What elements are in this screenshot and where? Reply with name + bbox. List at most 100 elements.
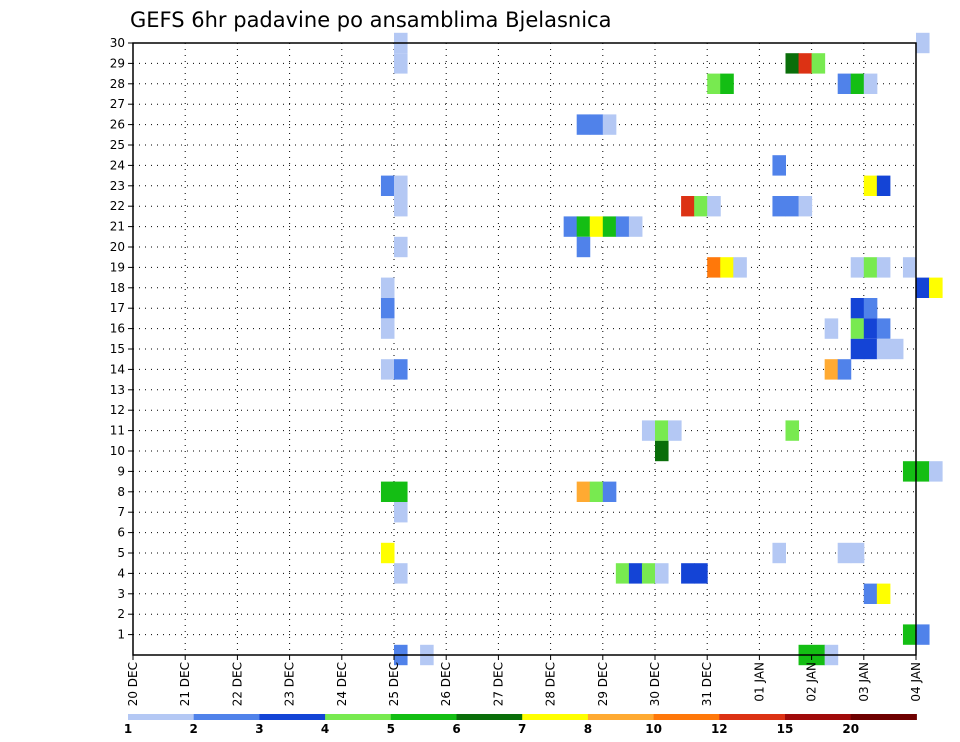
legend-swatch [128, 714, 195, 720]
x-tick-label: 21 DEC [178, 662, 192, 706]
y-tick-label: 24 [110, 158, 125, 172]
heatmap-cell [916, 461, 930, 482]
heatmap-cell [798, 53, 813, 74]
heatmap-cell [589, 216, 604, 237]
heatmap-cell [602, 114, 617, 135]
y-tick-label: 15 [110, 342, 125, 356]
y-tick-label: 7 [117, 505, 125, 519]
y-tick-label: 25 [110, 138, 125, 152]
legend-label: 3 [255, 722, 263, 736]
heatmap-cell [380, 175, 395, 196]
heatmap-cell [850, 542, 865, 564]
legend-swatch [390, 714, 457, 720]
heatmap-cell [394, 53, 408, 74]
heatmap-cell [615, 216, 630, 237]
x-tick-label: 02 JAN [805, 662, 819, 702]
heatmap-cell [668, 420, 682, 441]
heatmap-cell [772, 196, 786, 217]
heatmap-cell [694, 563, 708, 584]
heatmap-cell [707, 196, 721, 217]
grid-lines [133, 43, 916, 655]
legend-swatch [850, 714, 917, 720]
heatmap-cell [772, 155, 786, 176]
heatmap-cell [394, 175, 408, 196]
y-tick-label: 4 [117, 566, 125, 580]
y-tick-label: 2 [117, 607, 125, 621]
heatmap-cell [563, 216, 578, 237]
heatmap-cell [876, 318, 891, 339]
legend-label: 15 [777, 722, 794, 736]
heatmap-cell [380, 481, 395, 502]
legend-label: 2 [190, 722, 198, 736]
heatmap-cell [837, 359, 852, 380]
x-tick-label: 22 DEC [230, 662, 244, 706]
y-tick-label: 16 [110, 322, 125, 336]
heatmap-cell [772, 542, 786, 564]
heatmap-cell [850, 338, 865, 360]
y-tick-label: 20 [110, 240, 125, 254]
y-tick-label: 1 [117, 628, 125, 642]
heatmap-cell [380, 277, 395, 298]
legend-swatch [325, 714, 392, 720]
x-tick-label: 31 DEC [700, 662, 714, 706]
chart-title: GEFS 6hr padavine po ansamblima Bjelasni… [130, 8, 611, 32]
heatmap-cell [916, 277, 930, 298]
heatmap-cell [576, 114, 591, 135]
heatmap-cell [785, 420, 800, 441]
x-tick-label: 03 JAN [857, 662, 871, 702]
x-tick-label: 30 DEC [648, 662, 662, 706]
y-tick-label: 17 [110, 301, 125, 315]
heatmap-cell [394, 196, 408, 217]
heatmap-cell [902, 624, 917, 645]
plot-frame [132, 42, 917, 656]
heatmap-cell [380, 542, 395, 564]
heatmap-cell [902, 461, 917, 482]
heatmap-cell [824, 318, 839, 339]
legend-label: 1 [124, 722, 132, 736]
y-tick-label: 3 [117, 587, 125, 601]
heatmap-cell [824, 359, 839, 380]
y-tick-label: 28 [110, 77, 125, 91]
heatmap-cell [876, 338, 891, 360]
legend-label: 8 [584, 722, 592, 736]
heatmap-cell [394, 236, 408, 258]
heatmap-cell [916, 624, 930, 645]
heatmap-cell [394, 502, 408, 523]
legend-label: 7 [518, 722, 526, 736]
legend-label: 10 [645, 722, 662, 736]
heatmap-cell [850, 318, 865, 339]
y-tick-label: 21 [110, 220, 125, 234]
heatmap-cell [863, 175, 878, 196]
heatmap-cell [876, 257, 891, 278]
y-tick-label: 30 [110, 36, 125, 50]
heatmap-cell [707, 73, 721, 94]
legend-swatch [587, 714, 655, 720]
x-tick-label: 25 DEC [387, 662, 401, 706]
heatmap-cell [681, 196, 695, 217]
heatmap-cell [602, 481, 617, 502]
x-tick-label: 27 DEC [491, 662, 505, 706]
heatmap-cell [589, 114, 604, 135]
legend-label: 5 [387, 722, 395, 736]
x-tick-label: 23 DEC [283, 662, 297, 706]
x-tick-label: 04 JAN [909, 662, 923, 702]
heatmap-cell [576, 236, 591, 258]
ensemble-cells [380, 32, 943, 666]
heatmap-cell [394, 359, 408, 380]
x-tick-label: 28 DEC [544, 662, 558, 706]
y-tick-label: 11 [110, 424, 125, 438]
y-tick-label: 22 [110, 199, 125, 213]
heatmap-cell [628, 563, 643, 584]
heatmap-cell [863, 583, 878, 604]
heatmap-cell [837, 73, 852, 94]
heatmap-cell [929, 277, 943, 298]
heatmap-cell [576, 481, 591, 502]
heatmap-cell [850, 298, 865, 319]
y-tick-label: 6 [117, 526, 125, 540]
y-axis: 1234567891011121314151617181920212223242… [110, 36, 133, 642]
y-tick-label: 5 [117, 546, 125, 560]
legend-swatch [522, 714, 589, 720]
heatmap-cell [394, 563, 408, 584]
heatmap-cell [720, 73, 734, 94]
